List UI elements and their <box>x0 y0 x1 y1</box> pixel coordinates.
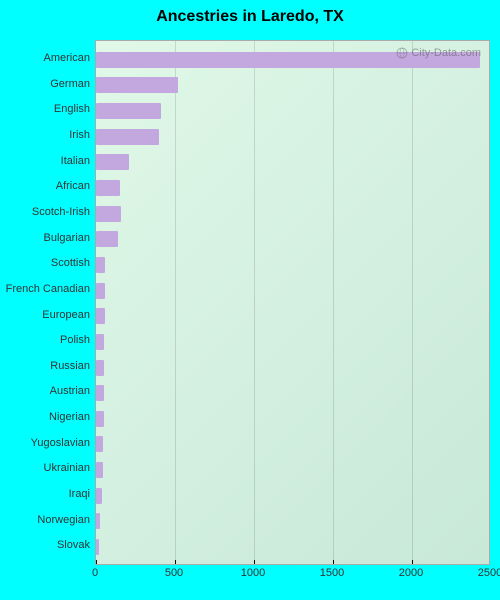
bar <box>96 154 129 170</box>
y-axis-category-label: American <box>0 46 92 72</box>
bar-row <box>96 329 489 355</box>
bar-row <box>96 406 489 432</box>
x-tick <box>175 560 176 564</box>
bar-row <box>96 483 489 509</box>
bar-row <box>96 355 489 381</box>
y-axis-category-label: Russian <box>0 354 92 380</box>
bar <box>96 334 104 350</box>
y-axis-category-label: French Canadian <box>0 277 92 303</box>
bar <box>96 180 120 196</box>
bar <box>96 513 100 529</box>
bar-row <box>96 201 489 227</box>
bar <box>96 385 104 401</box>
bar <box>96 103 161 119</box>
bar-row <box>96 252 489 278</box>
globe-icon <box>396 47 408 59</box>
y-axis-category-label: Polish <box>0 328 92 354</box>
bar-row <box>96 380 489 406</box>
page-background: Ancestries in Laredo, TX City-Data.com A… <box>0 0 500 600</box>
bar <box>96 257 105 273</box>
y-axis-category-label: European <box>0 303 92 329</box>
chart-title: Ancestries in Laredo, TX <box>0 0 500 32</box>
bars-container <box>96 41 489 564</box>
bar-row <box>96 432 489 458</box>
bar <box>96 308 105 324</box>
bar-row <box>96 73 489 99</box>
bar-row <box>96 150 489 176</box>
x-axis-tick-label: 500 <box>165 567 183 579</box>
bar-row <box>96 509 489 535</box>
bar <box>96 77 178 93</box>
watermark-text: City-Data.com <box>411 47 481 59</box>
y-axis-labels: AmericanGermanEnglishIrishItalianAfrican… <box>0 46 92 559</box>
x-tick <box>333 560 334 564</box>
bar-row <box>96 278 489 304</box>
y-axis-category-label: Irish <box>0 123 92 149</box>
y-axis-category-label: Ukrainian <box>0 456 92 482</box>
y-axis-category-label: Scotch-Irish <box>0 200 92 226</box>
x-axis-tick-label: 2500 <box>478 567 500 579</box>
bar <box>96 206 121 222</box>
y-axis-category-label: Slovak <box>0 533 92 559</box>
bar-row <box>96 124 489 150</box>
x-tick <box>412 560 413 564</box>
x-tick <box>254 560 255 564</box>
bar <box>96 462 103 478</box>
bar-row <box>96 457 489 483</box>
y-axis-category-label: German <box>0 72 92 98</box>
bar <box>96 436 103 452</box>
bar <box>96 539 99 555</box>
y-axis-category-label: Italian <box>0 149 92 175</box>
watermark: City-Data.com <box>396 47 481 59</box>
y-axis-category-label: Austrian <box>0 379 92 405</box>
plot-area: City-Data.com <box>95 40 490 565</box>
x-axis-labels: 05001000150020002500 <box>95 567 490 587</box>
bar <box>96 488 102 504</box>
bar-row <box>96 303 489 329</box>
y-axis-category-label: English <box>0 97 92 123</box>
bar <box>96 283 105 299</box>
bar <box>96 231 118 247</box>
y-axis-category-label: Nigerian <box>0 405 92 431</box>
x-axis-tick-label: 2000 <box>399 567 423 579</box>
x-axis-tick-label: 1000 <box>241 567 265 579</box>
y-axis-category-label: Yugoslavian <box>0 431 92 457</box>
y-axis-category-label: Iraqi <box>0 482 92 508</box>
y-axis-category-label: Norwegian <box>0 508 92 534</box>
bar <box>96 129 159 145</box>
x-axis-tick-label: 0 <box>92 567 98 579</box>
x-axis-tick-label: 1500 <box>320 567 344 579</box>
y-axis-category-label: Bulgarian <box>0 226 92 252</box>
bar <box>96 360 104 376</box>
y-axis-category-label: African <box>0 174 92 200</box>
x-tick <box>96 560 97 564</box>
bar-row <box>96 226 489 252</box>
bar-row <box>96 534 489 560</box>
bar-row <box>96 175 489 201</box>
bar-row <box>96 98 489 124</box>
bar <box>96 411 104 427</box>
y-axis-category-label: Scottish <box>0 251 92 277</box>
